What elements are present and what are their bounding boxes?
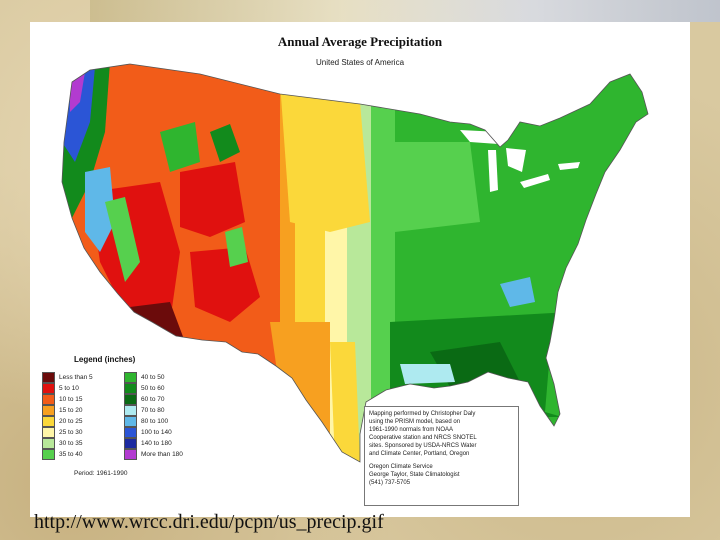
legend-swatch <box>42 394 55 405</box>
credit-line: Mapping performed by Christopher Daly <box>369 411 476 417</box>
credit-line: using the PRISM model, based on <box>369 419 461 426</box>
legend-item: 80 to 100 <box>124 416 183 427</box>
credit-line: Cooperative station and NRCS SNOTEL <box>369 435 477 442</box>
legend-item: More than 180 <box>124 449 183 460</box>
legend-swatch <box>124 427 137 438</box>
credit-line: Oregon Climate Service <box>369 463 433 470</box>
credit-line: 1961-1990 normals from NOAA <box>369 427 454 434</box>
slide-background-decoration <box>90 0 720 22</box>
lake-huron <box>506 148 526 172</box>
legend-swatch <box>42 449 55 460</box>
period-label: Period: 1961-1990 <box>74 470 128 477</box>
florida <box>545 352 565 417</box>
legend-swatch <box>42 416 55 427</box>
legend-label: 5 to 10 <box>59 385 79 392</box>
legend-swatch <box>124 405 137 416</box>
credit-line: (541) 737-5705 <box>369 479 411 486</box>
legend-item: 100 to 140 <box>124 427 183 438</box>
legend-swatch <box>42 438 55 449</box>
legend-item: 60 to 70 <box>124 394 183 405</box>
legend-label: Less than 5 <box>59 374 93 381</box>
legend-item: 25 to 30 <box>42 427 93 438</box>
legend-swatch <box>42 427 55 438</box>
legend-swatch <box>42 372 55 383</box>
legend-label: 40 to 50 <box>141 374 165 381</box>
lake-ontario <box>558 162 580 170</box>
lake-erie <box>520 174 550 188</box>
map-subtitle: United States of America <box>315 58 405 67</box>
credit-text-secondary: Oregon Climate Service George Taylor, Sta… <box>369 463 514 487</box>
south-texas <box>330 342 360 462</box>
legend-item: 40 to 50 <box>124 372 183 383</box>
credit-line: George Taylor, State Climatologist <box>369 471 460 478</box>
legend-item: 50 to 60 <box>124 383 183 394</box>
legend-label: 30 to 35 <box>59 440 83 447</box>
credit-text-primary: Mapping performed by Christopher Daly usi… <box>369 410 514 459</box>
olympic-peak <box>70 72 85 112</box>
legend-item: 30 to 35 <box>42 438 93 449</box>
legend-item: 10 to 15 <box>42 394 93 405</box>
legend-item: 140 to 180 <box>124 438 183 449</box>
legend-swatch <box>124 394 137 405</box>
legend: Less than 5 5 to 10 10 to 15 15 to 20 20 to … <box>38 370 193 490</box>
legend-item: 15 to 20 <box>42 405 93 416</box>
legend-label: 140 to 180 <box>141 440 172 447</box>
west-texas <box>270 322 330 462</box>
legend-label: 70 to 80 <box>141 407 165 414</box>
precipitation-map-panel: Annual Average Precipitation United Stat… <box>30 22 690 517</box>
legend-swatch <box>42 405 55 416</box>
credit-box: Mapping performed by Christopher Daly usi… <box>364 406 519 506</box>
map-title: Annual Average Precipitation <box>277 34 443 49</box>
legend-label: 15 to 20 <box>59 407 83 414</box>
northern-plains <box>280 82 370 232</box>
credit-line: and Climate Center, Portland, Oregon <box>369 451 470 458</box>
legend-item: 5 to 10 <box>42 383 93 394</box>
legend-title: Legend (inches) <box>74 355 136 364</box>
legend-swatch <box>124 416 137 427</box>
idaho-mountains <box>160 122 200 172</box>
legend-column-1: Less than 5 5 to 10 10 to 15 15 to 20 20 to … <box>42 372 93 460</box>
legend-swatch <box>124 438 137 449</box>
legend-swatch <box>124 449 137 460</box>
four-corners <box>190 247 260 322</box>
legend-item: 70 to 80 <box>124 405 183 416</box>
louisiana-coast <box>400 364 455 384</box>
legend-column-2: 40 to 50 50 to 60 60 to 70 70 to 80 80 to 10… <box>124 372 183 460</box>
credit-line: sites. Sponsored by USDA-NRCS Water <box>369 443 477 450</box>
sierra-nevada <box>105 197 140 282</box>
legend-swatch <box>124 383 137 394</box>
rockies-north <box>210 124 240 162</box>
legend-label: 50 to 60 <box>141 385 165 392</box>
legend-label: 100 to 140 <box>141 429 172 436</box>
precipitation-map <box>61 63 649 463</box>
legend-swatch <box>124 372 137 383</box>
legend-label: 60 to 70 <box>141 396 165 403</box>
lake-superior <box>460 130 500 144</box>
legend-label: 35 to 40 <box>59 451 83 458</box>
legend-label: 20 to 25 <box>59 418 83 425</box>
lake-michigan <box>488 150 498 192</box>
source-url: http://www.wrcc.dri.edu/pcpn/us_precip.g… <box>34 511 384 533</box>
northern-california <box>85 167 115 252</box>
wyoming-basin <box>180 162 245 237</box>
us-outline <box>61 63 649 463</box>
legend-label: 25 to 30 <box>59 429 83 436</box>
legend-label: More than 180 <box>141 451 183 458</box>
mojave <box>130 302 185 342</box>
rockies-colorado <box>225 227 248 267</box>
southern-appalachians <box>500 277 535 307</box>
legend-item: Less than 5 <box>42 372 93 383</box>
legend-swatch <box>42 383 55 394</box>
legend-label: 10 to 15 <box>59 396 83 403</box>
legend-item: 35 to 40 <box>42 449 93 460</box>
legend-label: 80 to 100 <box>141 418 169 425</box>
upper-midwest <box>395 142 480 232</box>
legend-item: 20 to 25 <box>42 416 93 427</box>
